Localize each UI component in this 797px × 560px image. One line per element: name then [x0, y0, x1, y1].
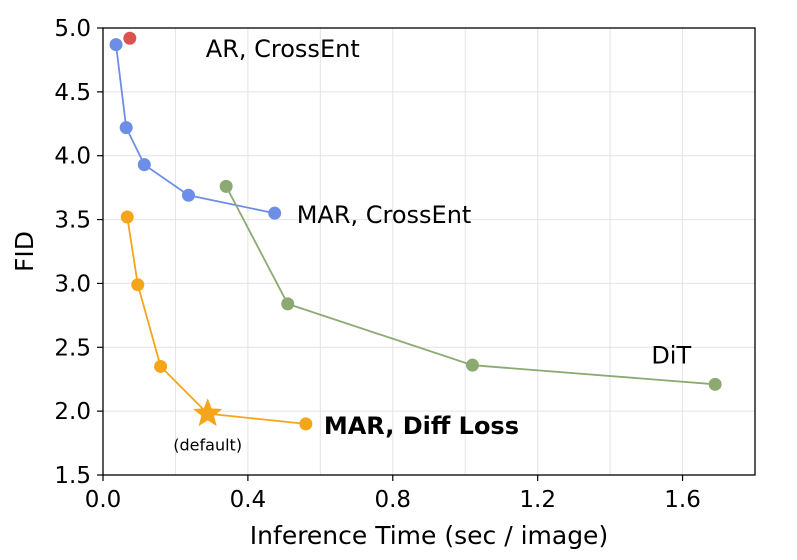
point-ar-crossent: [123, 31, 137, 45]
point-mar-crossent: [119, 121, 133, 135]
point-mar-crossent: [137, 158, 151, 172]
chart-labels: 0.0 0.4 0.8 1.2 1.6 1.5 2.0 2.5 3.0 3.5 4.0 4.5 5.0 A…: [54, 16, 700, 513]
point-mar-crossent: [181, 188, 195, 202]
axis-ticks: [97, 27, 684, 481]
point-mar-diff-loss: [299, 417, 313, 431]
legend-label-dit: DiT: [651, 341, 691, 369]
legend-label-ar-crossent: AR, CrossEnt: [206, 35, 360, 63]
point-dit: [708, 377, 722, 391]
point-dit: [281, 297, 295, 311]
x-tick-label: 1.2: [519, 487, 556, 513]
y-tick-label: 1.5: [54, 463, 91, 489]
x-tick-label: 0.0: [85, 487, 122, 513]
point-mar-diff-loss-default-star: [193, 398, 223, 427]
x-tick-label: 1.6: [664, 487, 701, 513]
point-mar-diff-loss: [131, 278, 145, 292]
y-tick-label: 3.5: [54, 208, 91, 234]
series-line-mar-crossent: [115, 44, 275, 215]
plot-frame: [102, 27, 756, 476]
point-mar-crossent: [268, 206, 282, 220]
series-lines: [115, 44, 716, 425]
point-dit: [465, 358, 479, 372]
series-line-dit: [225, 185, 716, 386]
point-mar-diff-loss: [120, 210, 134, 224]
point-mar-diff-loss: [154, 359, 168, 373]
annotation-default: (default): [173, 436, 242, 455]
legend-label-mar-crossent: MAR, CrossEnt: [297, 201, 472, 229]
legend-label-mar-diff-loss: MAR, Diff Loss: [324, 412, 519, 440]
x-axis-label: Inference Time (sec / image): [250, 521, 608, 550]
x-tick-label: 0.8: [374, 487, 411, 513]
y-tick-label: 2.5: [54, 335, 91, 361]
series-line-mar-diff-loss: [126, 216, 306, 425]
y-tick-label: 5.0: [54, 16, 91, 42]
y-axis-label: FID: [10, 231, 39, 272]
series-points: [109, 31, 722, 431]
y-tick-label: 2.0: [54, 399, 91, 425]
point-dit: [219, 179, 233, 193]
y-tick-label: 4.5: [54, 80, 91, 106]
x-tick-label: 0.4: [230, 487, 267, 513]
point-mar-crossent: [109, 38, 123, 52]
y-tick-label: 3.0: [54, 271, 91, 297]
y-tick-label: 4.0: [54, 144, 91, 170]
